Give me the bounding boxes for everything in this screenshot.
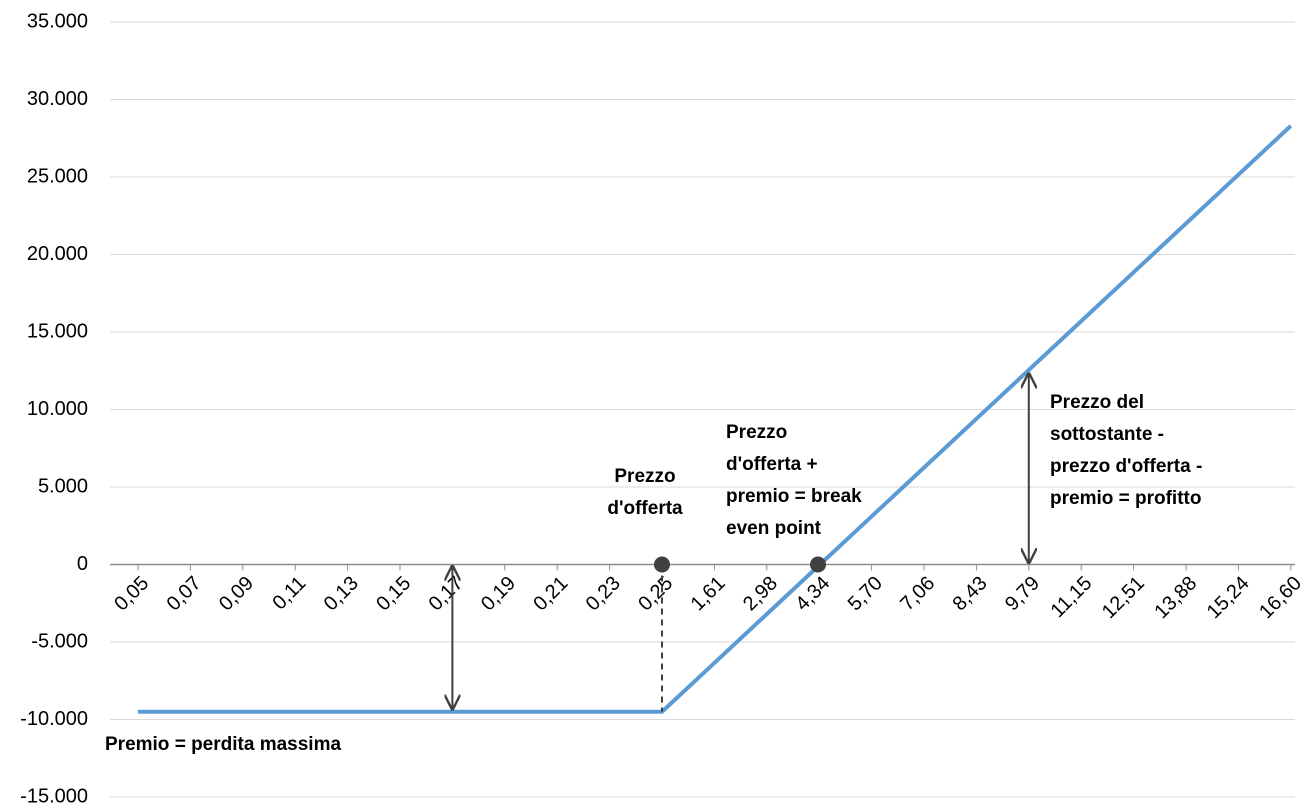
y-tick-label: 35.000 xyxy=(27,10,88,32)
annotation: premio = profitto xyxy=(1050,488,1201,509)
x-tick-label: 0,07 xyxy=(163,572,206,615)
y-tick-label: 0 xyxy=(77,553,88,575)
x-tick-label: 8,43 xyxy=(949,572,992,615)
x-tick-label: 0,09 xyxy=(215,572,258,615)
x-tick-label: 9,79 xyxy=(1001,572,1044,615)
annotation: Premio = perdita massima xyxy=(105,734,341,755)
x-tick-label: 0,17 xyxy=(425,572,468,615)
y-tick-label: 30.000 xyxy=(27,88,88,110)
annotation: sottostante - xyxy=(1050,424,1164,445)
y-tick-label: -10.000 xyxy=(20,708,88,730)
y-tick-label: -15.000 xyxy=(20,785,88,803)
y-tick-label: 15.000 xyxy=(27,320,88,342)
annotation: d'offerta + xyxy=(726,454,818,475)
x-tick-label: 0,23 xyxy=(582,572,625,615)
annotation: even point xyxy=(726,518,822,539)
y-tick-label: 10.000 xyxy=(27,398,88,420)
x-tick-label: 7,06 xyxy=(896,572,939,615)
annotation: Prezzo del xyxy=(1050,392,1144,413)
x-tick-label: 1,61 xyxy=(687,572,730,615)
break-even-dot xyxy=(810,556,826,573)
x-tick-label: 0,15 xyxy=(372,572,415,615)
x-tick-label: 0,19 xyxy=(477,572,520,615)
x-tick-label: 0,11 xyxy=(268,572,310,614)
annotation: Prezzo xyxy=(614,466,675,487)
x-tick-label: 13,88 xyxy=(1150,572,1201,623)
y-tick-label: 5.000 xyxy=(38,475,88,497)
x-tick-label: 2,98 xyxy=(739,572,782,615)
x-tick-label: 11,15 xyxy=(1047,572,1097,622)
x-tick-label: 5,70 xyxy=(844,572,887,615)
y-tick-label: 20.000 xyxy=(27,243,88,265)
strike-dot xyxy=(654,556,670,573)
annotation: Prezzo xyxy=(726,422,787,443)
x-tick-label: 0,13 xyxy=(320,572,363,615)
x-tick-label: 12,51 xyxy=(1098,572,1149,623)
x-tick-label: 0,25 xyxy=(634,572,677,615)
x-tick-label: 16,60 xyxy=(1255,572,1306,623)
x-tick-label: 0,05 xyxy=(110,572,153,615)
series-line xyxy=(138,124,1293,714)
x-tick-label: 4,34 xyxy=(791,572,834,615)
x-tick-label: 15,24 xyxy=(1203,572,1254,623)
annotation: premio = break xyxy=(726,486,862,507)
y-tick-label: -5.000 xyxy=(31,630,88,652)
annotation: prezzo d'offerta - xyxy=(1050,456,1202,477)
y-tick-label: 25.000 xyxy=(27,165,88,187)
annotation: d'offerta xyxy=(607,498,683,519)
x-tick-label: 0,21 xyxy=(529,572,572,615)
